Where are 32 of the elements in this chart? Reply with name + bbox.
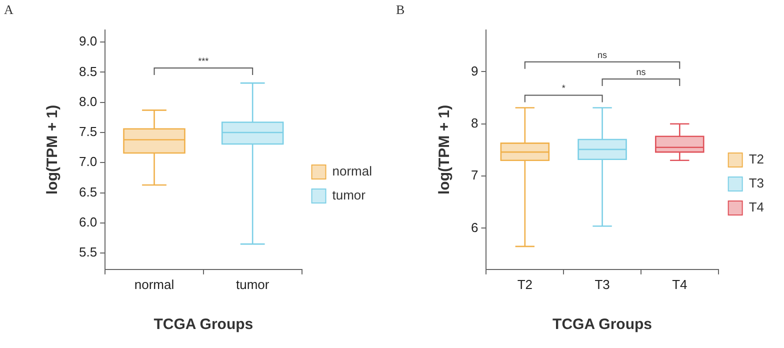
y-tick-label: 9.0 (78, 34, 98, 49)
y-tick-label: 7.5 (78, 124, 98, 140)
y-tick-label: 7.0 (78, 154, 98, 170)
annotation: * (562, 83, 566, 94)
y-axis-title: log(TPM + 1) (44, 104, 62, 194)
legend-label: T3 (748, 176, 764, 191)
y-tick-label: 9 (470, 63, 478, 78)
legend-label: normal (332, 164, 372, 179)
x-axis-title: TCGA Groups (552, 316, 652, 334)
x-tick-label: T2 (517, 276, 532, 292)
x-tick-label: tumor (236, 276, 270, 292)
annotation: *** (198, 56, 210, 66)
y-tick-label: 8.0 (78, 94, 98, 109)
annotation: ns (636, 67, 646, 78)
text: B (396, 2, 405, 18)
legend-label: T4 (748, 200, 764, 215)
y-axis-title: log(TPM + 1) (436, 104, 454, 194)
y-tick-label: 6 (470, 220, 478, 235)
y-tick-label: 5.5 (78, 244, 98, 260)
y-tick-label: 6.5 (78, 184, 98, 200)
legend-label: T2 (748, 152, 764, 167)
x-tick-label: normal (134, 276, 174, 292)
annotation: ns (598, 50, 608, 60)
y-tick-label: 8.5 (78, 64, 98, 79)
x-axis-title: TCGA Groups (154, 316, 254, 334)
legend-label: tumor (332, 188, 366, 203)
y-tick-label: 7 (470, 168, 478, 183)
x-tick-label: T3 (594, 276, 610, 292)
x-tick-label: T4 (672, 276, 688, 292)
y-tick-label: 6.0 (78, 214, 98, 230)
chart-title: A (4, 2, 14, 18)
y-tick-label: 8 (470, 115, 478, 130)
